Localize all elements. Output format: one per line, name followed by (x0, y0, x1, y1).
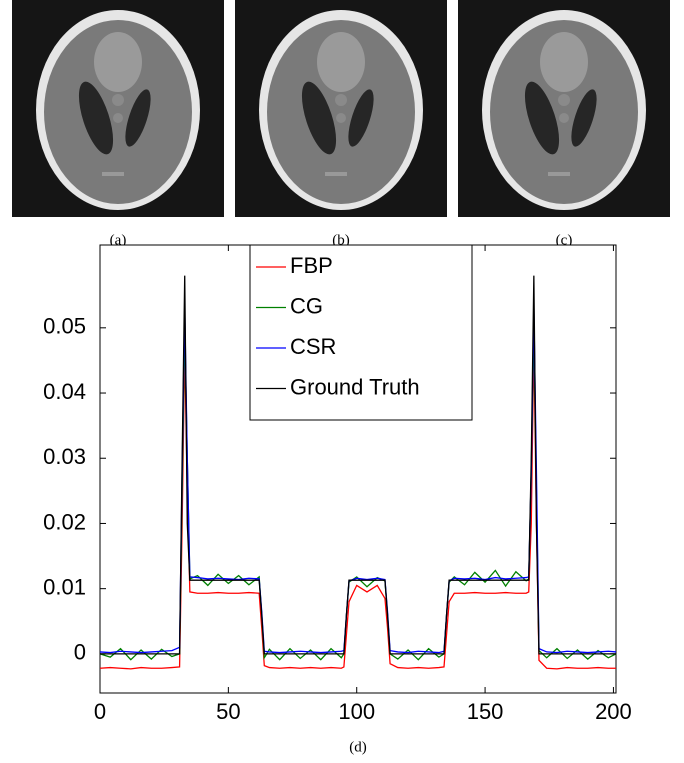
x-tick-label: 0 (94, 699, 106, 724)
legend-label: CG (290, 293, 323, 318)
caption: (d) (349, 739, 367, 755)
image-a (12, 0, 224, 217)
caption: (a) (110, 232, 127, 248)
image-b (235, 0, 447, 217)
caption: (c) (556, 232, 573, 248)
y-tick-label: 0.03 (43, 444, 86, 469)
y-tick-label: 0 (74, 640, 86, 665)
y-tick-label: 0.02 (43, 509, 86, 534)
y-tick-label: 0.01 (43, 574, 86, 599)
x-tick-label: 100 (338, 699, 375, 724)
caption: (b) (332, 232, 350, 248)
image-c (458, 0, 670, 217)
x-tick-label: 200 (595, 699, 632, 724)
x-tick-label: 150 (467, 699, 504, 724)
legend-label: CSR (290, 334, 336, 359)
legend-label: Ground Truth (290, 374, 420, 399)
y-tick-label: 0.04 (43, 379, 86, 404)
legend-box (249, 244, 473, 421)
legend-label: FBP (290, 253, 333, 278)
x-tick-label: 50 (216, 699, 240, 724)
series-line (100, 275, 616, 655)
y-tick-label: 0.05 (43, 314, 86, 339)
